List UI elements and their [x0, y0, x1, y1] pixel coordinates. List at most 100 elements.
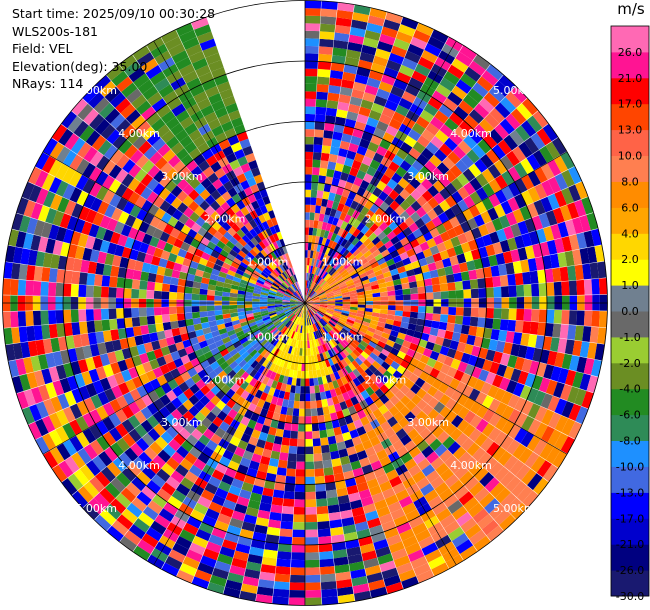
velocity-gate [195, 422, 208, 435]
velocity-gate [187, 367, 198, 378]
velocity-gate [306, 325, 309, 334]
velocity-gate [547, 193, 560, 210]
velocity-gate [301, 325, 304, 334]
velocity-gate [82, 86, 99, 104]
velocity-gate [259, 306, 268, 310]
velocity-gate [126, 502, 143, 518]
velocity-gate [165, 336, 176, 346]
velocity-gate [242, 145, 254, 156]
velocity-gate [290, 574, 305, 583]
velocity-gate [152, 494, 168, 509]
velocity-gate [270, 272, 278, 279]
velocity-gate [325, 115, 336, 124]
velocity-gate [298, 317, 302, 326]
velocity-gate [308, 309, 313, 317]
velocity-gate [375, 356, 385, 366]
velocity-gate [368, 109, 382, 121]
velocity-gate [279, 238, 286, 247]
velocity-gate [41, 267, 51, 282]
velocity-gate [311, 423, 320, 432]
velocity-gate [252, 304, 260, 308]
velocity-gate [340, 172, 349, 182]
velocity-gate [188, 200, 200, 212]
velocity-gate [354, 240, 363, 249]
velocity-gate [343, 274, 351, 281]
velocity-gate [43, 191, 56, 208]
velocity-gate [536, 460, 552, 478]
velocity-gate [246, 316, 255, 322]
velocity-gate [335, 276, 343, 283]
velocity-gate [534, 422, 548, 439]
velocity-gate [376, 88, 390, 100]
velocity-gate [359, 179, 370, 190]
velocity-gate [305, 297, 311, 303]
velocity-gate [510, 86, 528, 103]
velocity-gate [387, 295, 396, 301]
velocity-gate [433, 306, 442, 314]
velocity-gate [350, 306, 358, 311]
velocity-gate [146, 281, 156, 291]
velocity-gate [300, 386, 305, 394]
velocity-gate [354, 443, 365, 454]
velocity-gate [379, 374, 389, 385]
velocity-gate [201, 322, 210, 329]
velocity-gate [399, 160, 412, 172]
velocity-gate [405, 205, 416, 217]
velocity-gate [186, 273, 195, 282]
velocity-gate [376, 506, 391, 518]
velocity-gate [354, 590, 372, 602]
velocity-gate [424, 549, 442, 563]
velocity-gate [313, 445, 322, 454]
velocity-gate [460, 372, 472, 385]
velocity-gate [202, 45, 219, 58]
velocity-gate [205, 183, 217, 195]
velocity-gate [311, 306, 319, 312]
velocity-gate [289, 300, 298, 303]
velocity-gate [243, 474, 256, 485]
velocity-gate [152, 228, 164, 240]
velocity-gate [274, 257, 282, 266]
velocity-gate [471, 144, 486, 159]
velocity-gate [366, 241, 375, 250]
velocity-gate [294, 332, 299, 340]
velocity-gate [282, 318, 290, 325]
velocity-gate [419, 371, 430, 382]
velocity-gate [66, 215, 79, 231]
velocity-gate [363, 557, 380, 569]
velocity-gate [274, 321, 282, 327]
velocity-gate [417, 135, 431, 148]
velocity-gate [292, 323, 297, 331]
velocity-gate [394, 310, 403, 317]
velocity-gate [320, 281, 328, 288]
velocity-gate [320, 301, 328, 303]
velocity-gate [213, 335, 222, 343]
velocity-gate [94, 514, 112, 532]
velocity-gate [314, 460, 324, 470]
velocity-gate [418, 339, 428, 348]
velocity-gate [331, 270, 339, 278]
velocity-gate [447, 499, 463, 515]
velocity-gate [292, 537, 305, 545]
velocity-gate [418, 257, 428, 267]
velocity-gate [351, 259, 360, 268]
velocity-gate [494, 431, 508, 446]
velocity-gate [308, 370, 314, 379]
velocity-gate [273, 280, 281, 287]
velocity-gate [274, 298, 283, 302]
velocity-gate [186, 434, 199, 447]
velocity-gate [477, 139, 492, 154]
velocity-gate [396, 445, 409, 458]
velocity-gate [173, 160, 186, 173]
velocity-gate [323, 214, 330, 223]
velocity-gate [353, 321, 362, 328]
velocity-gate [344, 438, 355, 449]
velocity-gate [503, 134, 518, 151]
velocity-gate [511, 502, 528, 520]
velocity-gate [256, 439, 266, 449]
ring-label: 2.00km [204, 373, 246, 386]
velocity-gate [306, 280, 309, 289]
velocity-gate [276, 248, 283, 257]
velocity-gate [206, 305, 215, 312]
velocity-gate [267, 299, 275, 303]
velocity-gate [268, 291, 277, 296]
